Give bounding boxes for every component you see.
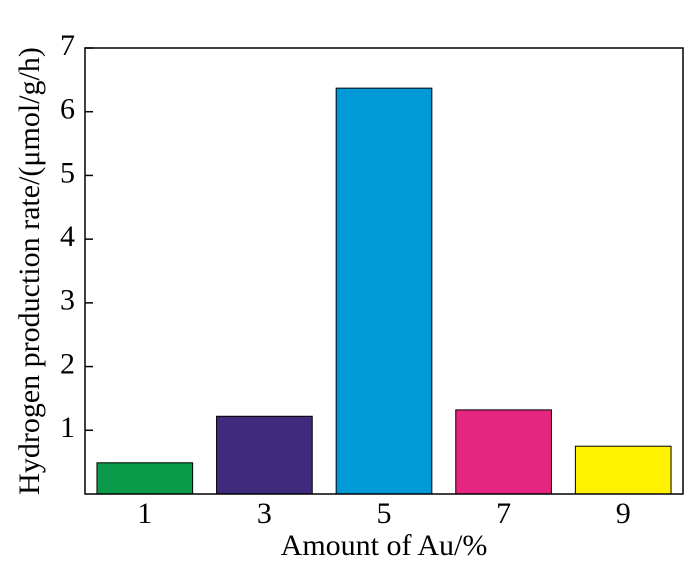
bar	[335, 87, 433, 495]
bar	[216, 415, 313, 495]
y-tick-label: 1	[60, 411, 75, 444]
bar	[574, 445, 672, 495]
x-axis-label: Amount of Au/%	[281, 529, 488, 562]
x-tick-label: 7	[496, 497, 511, 530]
y-axis-label: Hydrogen production rate/(μmol/g/h)	[13, 47, 46, 495]
x-tick-label: 1	[137, 497, 152, 530]
plot-frame	[84, 47, 684, 495]
y-tick-label: 5	[60, 156, 75, 189]
y-tick-label: 2	[60, 347, 75, 380]
bar	[455, 409, 552, 495]
y-tick-label: 3	[60, 284, 75, 317]
y-tick-label: 6	[60, 93, 75, 126]
x-tick-label: 5	[377, 497, 392, 530]
y-tick-label: 4	[60, 220, 75, 253]
x-tick-label: 3	[257, 497, 272, 530]
bar	[96, 462, 194, 495]
y-tick-label: 7	[60, 29, 75, 62]
x-tick-label: 9	[616, 497, 631, 530]
